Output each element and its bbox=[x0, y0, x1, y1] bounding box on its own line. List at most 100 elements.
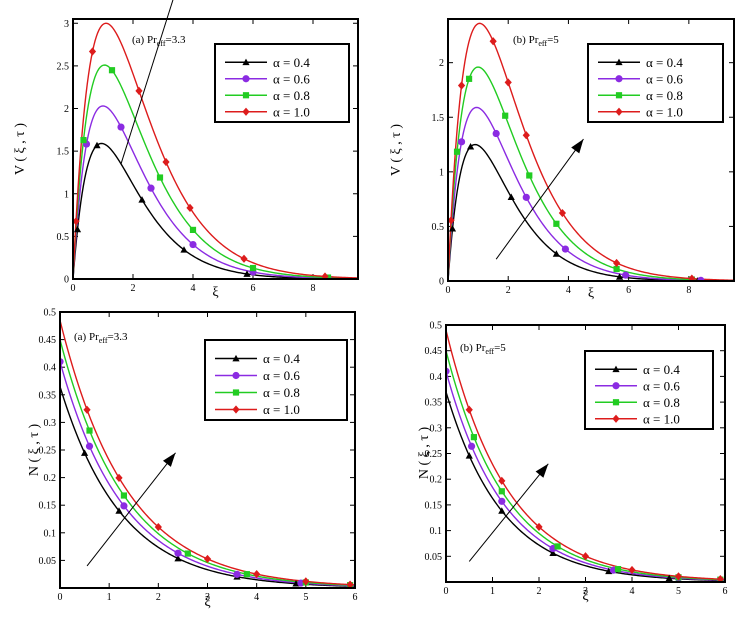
y-tick-label: 2.5 bbox=[57, 61, 70, 72]
y-tick-label: 0.35 bbox=[425, 398, 443, 409]
series-2-point bbox=[697, 276, 705, 281]
x-axis-label: ξ bbox=[204, 595, 210, 610]
y-tick-label: 0.5 bbox=[57, 232, 70, 243]
chart-panel-1: 0 2 4 6 800.511.522.53(a) Preff=3.3α = 0.4α … bbox=[13, 0, 359, 300]
trend-arrow-line bbox=[86, 452, 176, 567]
legend-label-4: α = 1.0 bbox=[643, 411, 680, 426]
y-tick-label: 0.15 bbox=[39, 501, 57, 512]
y-tick-label: 0.4 bbox=[44, 363, 57, 374]
legend-marker-4 bbox=[242, 107, 250, 116]
legend-label-1: α = 0.4 bbox=[273, 55, 310, 70]
y-tick-label: 1 bbox=[439, 167, 444, 178]
series-4-point bbox=[504, 78, 512, 87]
series-1-point bbox=[605, 567, 613, 575]
series-3-point bbox=[189, 226, 197, 234]
y-axis-label: V ( ξ , τ ) bbox=[389, 124, 404, 176]
plot-frame bbox=[72, 18, 359, 280]
series-3-point bbox=[526, 172, 533, 179]
legend-marker-3 bbox=[242, 92, 250, 99]
series-4-point bbox=[346, 580, 354, 588]
x-tick-label: 1 bbox=[490, 586, 495, 597]
series-4-point bbox=[716, 575, 724, 582]
y-axis-label: N ( ξ , τ ) bbox=[27, 424, 42, 477]
y-tick-label: 0.5 bbox=[430, 321, 443, 332]
x-axis-label: ξ bbox=[212, 285, 218, 300]
series-line-4 bbox=[73, 22, 358, 279]
chart-panel-3: 0 1 2 3 4 5 6 0.05 0.1 0.15 0.2 0.25 0.3 0.35 0.4 0.45 0… bbox=[27, 308, 358, 611]
series-2-point bbox=[233, 570, 241, 578]
legend-label-2: α = 0.6 bbox=[646, 71, 683, 86]
y-tick-label: 2 bbox=[64, 104, 69, 115]
y-tick-label: 0.5 bbox=[44, 308, 57, 319]
plot-frame bbox=[59, 311, 356, 589]
legend: α = 0.4α = 0.6α = 0.8α = 1.0 bbox=[584, 350, 714, 430]
legend-label-4: α = 1.0 bbox=[646, 104, 683, 119]
series-4-point bbox=[302, 577, 310, 586]
chart-panel-4: 0 1 2 3 4 5 6 0.05 0.1 0.15 0.2 0.25 0.3 0.35 0.4 0.45 0… bbox=[417, 321, 728, 605]
series-4-point bbox=[628, 565, 636, 575]
legend-marker-3 bbox=[612, 399, 620, 406]
legend-box bbox=[584, 350, 714, 430]
series-4-point bbox=[240, 254, 248, 263]
y-tick-label: 0.4 bbox=[430, 372, 443, 383]
trend-arrow-head bbox=[571, 139, 584, 154]
legend: α = 0.4α = 0.6α = 0.8α = 1.0 bbox=[204, 339, 348, 421]
legend: α = 0.4α = 0.6 α = 0.8α = 1.0 bbox=[587, 43, 724, 123]
y-tick-label: 0.05 bbox=[39, 556, 57, 567]
series-4-point bbox=[535, 522, 543, 532]
x-tick-label: 4 bbox=[630, 586, 635, 597]
y-tick-label: 0.3 bbox=[430, 423, 443, 434]
series-1-point bbox=[115, 507, 123, 514]
series-1-point bbox=[93, 141, 101, 149]
series-2-point bbox=[147, 184, 155, 192]
panel-label: (a) Preff=3.3 bbox=[74, 331, 128, 345]
series-4-point bbox=[465, 405, 473, 414]
x-tick-label: 0 bbox=[58, 592, 63, 603]
series-4-point bbox=[612, 258, 621, 268]
series-2-point bbox=[85, 442, 94, 450]
y-tick-label: 1.5 bbox=[432, 113, 445, 124]
x-tick-label: 5 bbox=[303, 592, 308, 603]
series-3-point bbox=[453, 148, 461, 155]
series-1-point bbox=[552, 250, 560, 257]
series-3-point bbox=[120, 492, 128, 499]
legend-box bbox=[214, 43, 350, 123]
legend-label-2: α = 0.6 bbox=[643, 378, 680, 393]
legend-label-3: α = 0.8 bbox=[646, 88, 683, 103]
legend-marker-2 bbox=[242, 75, 250, 83]
series-1-point bbox=[448, 225, 457, 232]
series-4-point bbox=[448, 216, 455, 225]
trend-arrow-line bbox=[468, 463, 549, 562]
series-1-point bbox=[616, 273, 624, 280]
y-tick-label: 0 bbox=[64, 275, 69, 286]
legend-label-1: α = 0.4 bbox=[646, 55, 683, 70]
series-1-point bbox=[466, 143, 475, 150]
series-2-point bbox=[622, 271, 630, 279]
series-1-point bbox=[138, 196, 146, 203]
y-tick-label: 0.5 bbox=[432, 222, 445, 233]
legend-label-1: α = 0.4 bbox=[263, 351, 300, 366]
series-3-point bbox=[498, 488, 505, 495]
x-tick-label: 8 bbox=[311, 283, 316, 294]
x-tick-label: 4 bbox=[566, 285, 571, 296]
x-tick-label: 3 bbox=[583, 586, 588, 597]
series-1-point bbox=[292, 580, 300, 587]
series-2-point bbox=[174, 549, 182, 557]
trend-arrow-head bbox=[535, 463, 549, 478]
y-axis-label: N ( ξ , τ ) bbox=[417, 427, 432, 480]
legend-marker-3 bbox=[232, 389, 240, 396]
series-1-point bbox=[73, 225, 82, 233]
series-1-point bbox=[507, 193, 515, 200]
legend-label-4: α = 1.0 bbox=[273, 104, 310, 119]
legend-label-4: α = 1.0 bbox=[263, 402, 300, 417]
series-2-point bbox=[561, 245, 570, 253]
series-2-point bbox=[117, 123, 125, 131]
series-4-point bbox=[115, 473, 123, 482]
y-tick-label: 3 bbox=[64, 19, 69, 30]
legend-label-3: α = 0.8 bbox=[643, 395, 680, 410]
series-line-1 bbox=[448, 143, 734, 281]
plot-frame bbox=[445, 324, 726, 583]
legend-label-2: α = 0.6 bbox=[263, 368, 300, 383]
series-2-point bbox=[189, 240, 197, 249]
series-4-point bbox=[88, 47, 97, 56]
